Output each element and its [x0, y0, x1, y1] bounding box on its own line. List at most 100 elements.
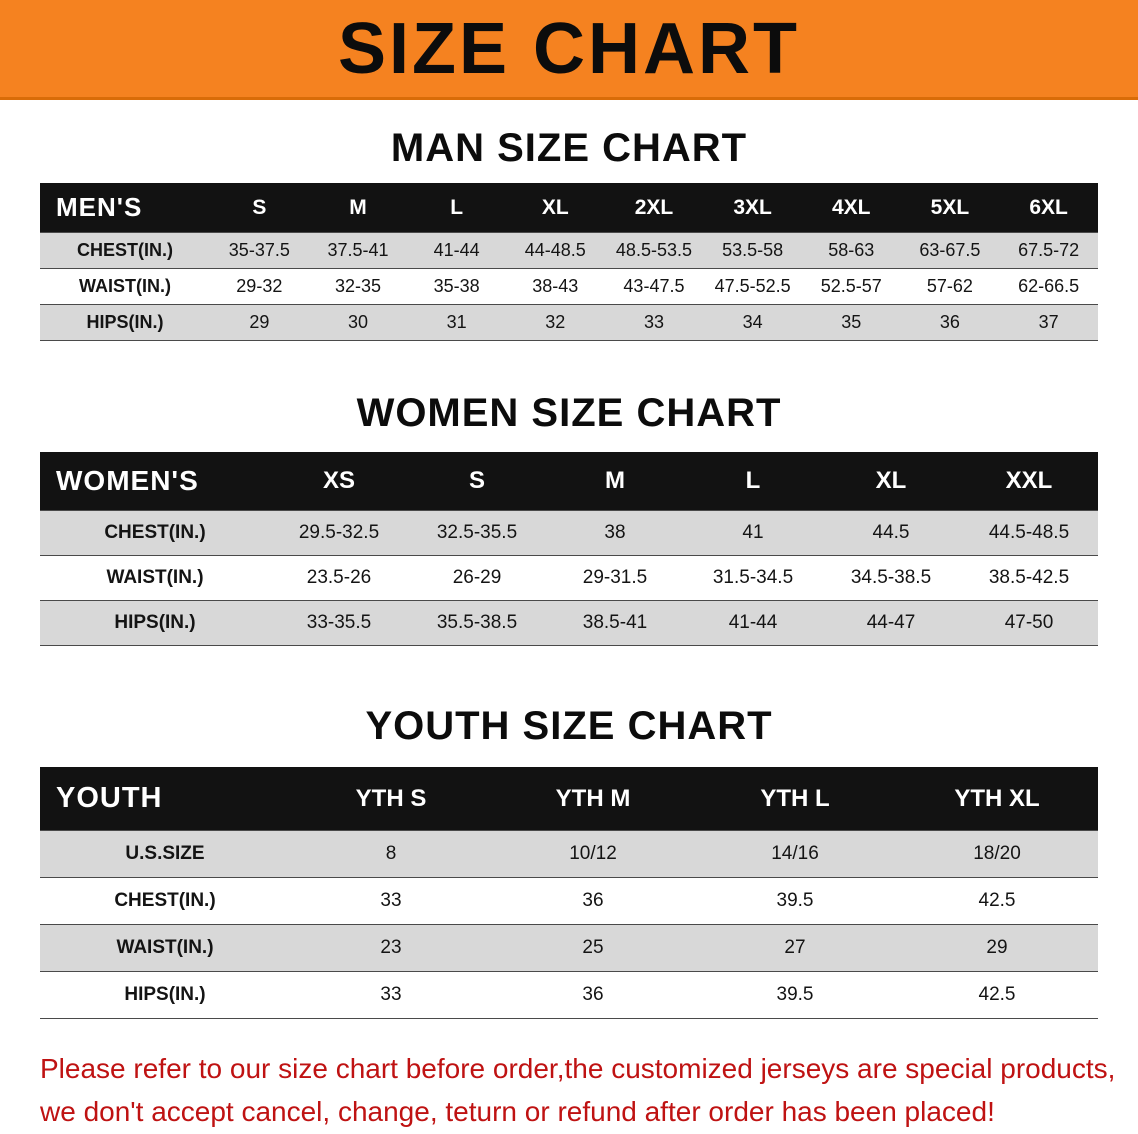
disclaimer: Please refer to our size chart before or…: [40, 1047, 1116, 1134]
table-cell: 33-35.5: [306, 612, 372, 633]
table-cell: 8: [385, 843, 397, 864]
women-size-col-s: S: [408, 452, 546, 511]
table-cell: 31: [446, 312, 467, 332]
row-label: CHEST(IN.): [104, 522, 206, 543]
youth-row-hips-in: HIPS(IN.) 33 36 39.5 42.5: [40, 971, 1098, 1019]
table-cell: 14/16: [771, 843, 819, 864]
youth-table-title: YOUTH: [40, 767, 290, 831]
row-label: HIPS(IN.): [86, 312, 164, 332]
table-cell: 37.5-41: [327, 240, 389, 260]
men-header-row: MEN'S S M L XL 2XL 3XL 4XL 5XL 6XL: [40, 183, 1098, 233]
table-cell: 57-62: [926, 276, 973, 296]
youth-header-row: YOUTH YTH S YTH M YTH L YTH XL: [40, 767, 1098, 831]
table-cell: 42.5: [978, 890, 1016, 911]
table-cell: 35.5-38.5: [436, 612, 518, 633]
men-size-col-l: L: [407, 183, 506, 233]
size-chart-sections: MAN SIZE CHART MEN'S S M L XL 2XL 3XL 4XL 5XL 6XL C…: [0, 126, 1138, 1019]
table-cell: 43-47.5: [623, 276, 685, 296]
youth-size-col-yth-l: YTH L: [694, 767, 896, 831]
table-cell: 32.5-35.5: [436, 522, 518, 543]
table-cell: 36: [582, 984, 604, 1005]
table-cell: 29-32: [236, 276, 283, 296]
table-cell: 39.5: [776, 984, 814, 1005]
table-cell: 23.5-26: [306, 567, 372, 588]
table-cell: 35-37.5: [228, 240, 290, 260]
youth-row-waist-in: WAIST(IN.) 23 25 27 29: [40, 924, 1098, 972]
men-table-title: MEN'S: [40, 183, 210, 233]
table-cell: 63-67.5: [919, 240, 981, 260]
row-label: HIPS(IN.): [114, 612, 196, 633]
table-cell: 38-43: [532, 276, 579, 296]
women-size-table: WOMEN'S XS S M L XL XXL CHEST(IN.) 29.5-32.5 32.5…: [40, 452, 1098, 646]
men-row-waist-in: WAIST(IN.) 29-32 32-35 35-38 38-43 43-47.5 47.…: [40, 268, 1098, 305]
banner: SIZE CHART: [0, 0, 1138, 100]
table-cell: 34: [742, 312, 763, 332]
women-row-waist-in: WAIST(IN.) 23.5-26 26-29 29-31.5 31.5-34.5 34…: [40, 555, 1098, 601]
disclaimer-line-1: Please refer to our size chart before or…: [40, 1053, 1116, 1084]
table-cell: 32-35: [334, 276, 381, 296]
men-size-table: MEN'S S M L XL 2XL 3XL 4XL 5XL 6XL CHEST(IN.) 35-37…: [40, 183, 1098, 341]
table-cell: 29: [249, 312, 270, 332]
men-size-col-2xl: 2XL: [604, 183, 704, 233]
row-label: U.S.SIZE: [125, 843, 205, 864]
table-cell: 39.5: [776, 890, 814, 911]
men-size-col-xl: XL: [505, 183, 605, 233]
table-cell: 58-63: [828, 240, 875, 260]
table-cell: 23: [380, 937, 402, 958]
youth-section-heading: YOUTH SIZE CHART: [365, 704, 773, 748]
men-size-col-s: S: [210, 183, 309, 233]
table-cell: 35-38: [433, 276, 480, 296]
row-label: WAIST(IN.): [79, 276, 171, 296]
men-size-col-3xl: 3XL: [703, 183, 802, 233]
table-cell: 38.5-41: [582, 612, 648, 633]
table-cell: 41: [742, 522, 764, 543]
table-cell: 10/12: [569, 843, 617, 864]
page-title: SIZE CHART: [338, 8, 800, 89]
youth-size-col-yth-xl: YTH XL: [896, 767, 1098, 831]
table-cell: 44-48.5: [524, 240, 586, 260]
men-row-hips-in: HIPS(IN.) 29 30 31 32 33 34 35 36 37: [40, 304, 1098, 341]
table-cell: 30: [347, 312, 368, 332]
men-size-col-m: M: [308, 183, 408, 233]
men-section-heading: MAN SIZE CHART: [390, 126, 748, 170]
youth-size-col-yth-s: YTH S: [290, 767, 492, 831]
women-size-col-m: M: [546, 452, 684, 511]
women-section: WOMEN SIZE CHART WOMEN'S XS S M L XL XXL CHEST(I…: [0, 391, 1138, 646]
men-row-chest-in: CHEST(IN.) 35-37.5 37.5-41 41-44 44-48.5 48.5…: [40, 232, 1098, 269]
table-cell: 52.5-57: [820, 276, 882, 296]
women-header-row: WOMEN'S XS S M L XL XXL: [40, 452, 1098, 511]
youth-row-chest-in: CHEST(IN.) 33 36 39.5 42.5: [40, 877, 1098, 925]
table-cell: 36: [939, 312, 960, 332]
table-cell: 29.5-32.5: [298, 522, 380, 543]
table-cell: 31.5-34.5: [712, 567, 794, 588]
table-cell: 38: [604, 522, 626, 543]
men-size-col-6xl: 6XL: [999, 183, 1098, 233]
table-cell: 62-66.5: [1018, 276, 1080, 296]
table-cell: 53.5-58: [722, 240, 784, 260]
table-cell: 29: [986, 937, 1008, 958]
table-cell: 44.5-48.5: [988, 522, 1070, 543]
table-cell: 47-50: [1004, 612, 1054, 633]
women-size-col-xl: XL: [822, 452, 960, 511]
table-cell: 33: [643, 312, 664, 332]
table-cell: 34.5-38.5: [850, 567, 932, 588]
table-cell: 41-44: [433, 240, 480, 260]
women-table-title: WOMEN'S: [40, 452, 270, 511]
table-cell: 48.5-53.5: [615, 240, 692, 260]
youth-row-u-s-size: U.S.SIZE 8 10/12 14/16 18/20: [40, 830, 1098, 878]
women-size-col-xs: XS: [270, 452, 408, 511]
youth-section: YOUTH SIZE CHART YOUTH YTH S YTH M YTH L YTH …: [0, 704, 1138, 1019]
men-section: MAN SIZE CHART MEN'S S M L XL 2XL 3XL 4XL 5XL 6XL C…: [0, 126, 1138, 341]
table-cell: 37: [1038, 312, 1059, 332]
men-size-col-4xl: 4XL: [801, 183, 901, 233]
row-label: WAIST(IN.): [116, 937, 214, 958]
women-row-hips-in: HIPS(IN.) 33-35.5 35.5-38.5 38.5-41 41-44 44-…: [40, 600, 1098, 646]
table-cell: 41-44: [728, 612, 778, 633]
women-size-col-l: L: [684, 452, 822, 511]
table-cell: 29-31.5: [582, 567, 648, 588]
table-cell: 38.5-42.5: [988, 567, 1070, 588]
women-row-chest-in: CHEST(IN.) 29.5-32.5 32.5-35.5 38 41 44.5 44.5…: [40, 510, 1098, 556]
youth-size-col-yth-m: YTH M: [492, 767, 694, 831]
table-cell: 18/20: [973, 843, 1021, 864]
table-cell: 27: [784, 937, 806, 958]
